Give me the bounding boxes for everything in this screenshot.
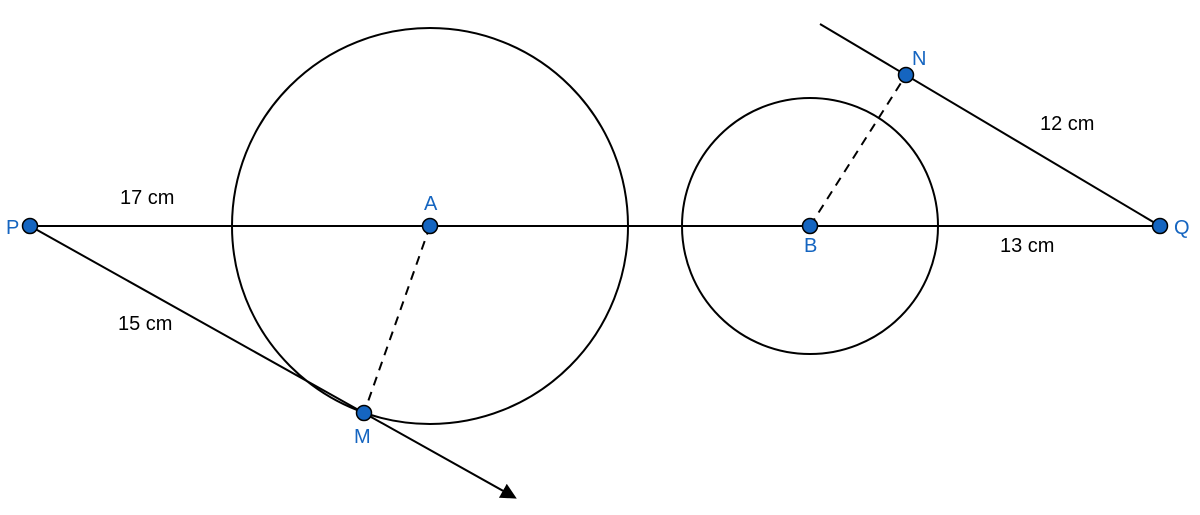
point-label-B: B [804, 235, 817, 257]
point-label-A: A [424, 193, 438, 215]
point-label-Q: Q [1174, 217, 1190, 239]
point-Q [1153, 219, 1168, 234]
geometry-diagram: P A B Q M N 17 cm 15 cm 12 cm 13 cm [0, 0, 1200, 515]
dimension-PA: 17 cm [120, 187, 174, 209]
dimension-NQ: 12 cm [1040, 113, 1094, 135]
point-B [803, 219, 818, 234]
point-label-M: M [354, 426, 371, 448]
point-A [423, 219, 438, 234]
line-AM [364, 226, 430, 413]
line-BN [810, 75, 906, 226]
dimension-PM: 15 cm [118, 313, 172, 335]
point-label-N: N [912, 48, 926, 70]
point-M [357, 406, 372, 421]
point-label-P: P [6, 217, 19, 239]
dimension-BQ: 13 cm [1000, 235, 1054, 257]
line-P-tangent [30, 226, 514, 497]
point-P [23, 219, 38, 234]
line-QN [820, 24, 1160, 226]
